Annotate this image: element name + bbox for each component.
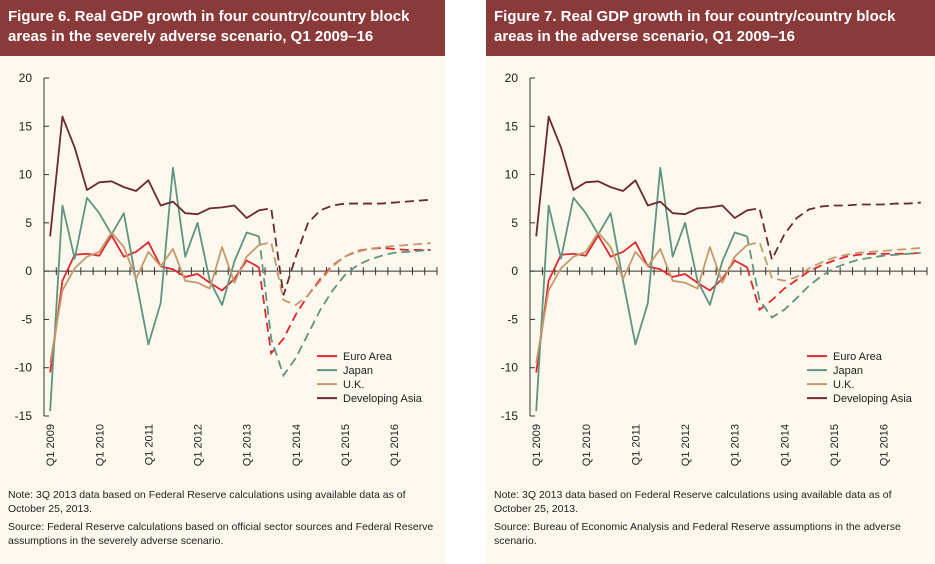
x-tick-label: Q1 2012 [680,424,692,466]
y-tick-label: -5 [507,312,518,326]
figure-title: Figure 7. Real GDP growth in four countr… [486,0,935,56]
figure-notes: Note: 3Q 2013 data based on Federal Rese… [494,488,929,552]
x-tick-label: Q1 2011 [630,424,642,465]
series-developing-asia-history-line [49,115,260,237]
x-tick-label: Q1 2012 [193,424,205,466]
series-developing-asia-projection-line [258,198,431,296]
series-euro-area-projection-line [258,247,431,356]
legend-label: Developing Asia [343,393,423,405]
chart-figure-6: 20 15 10 5 0 -5 -10 -15 Q1 2009 Q1 2010 Q1 2011 Q1 … [15,71,438,466]
y-tick-label: 5 [25,216,32,230]
series-developing-asia-history-line [535,115,748,237]
x-tick-label: Q1 2010 [94,424,106,466]
series-developing-asia-projection-line [746,201,921,263]
y-tick-label: 5 [511,216,518,230]
source-text: Source: Bureau of Economic Analysis and … [494,521,901,547]
x-tick-label: Q1 2013 [242,424,254,466]
y-tick-label: 10 [19,168,33,182]
legend-label: U.K. [833,379,854,391]
y-tick-label: 15 [505,119,519,133]
x-tick-label: Q1 2015 [340,424,352,466]
legend-label: Euro Area [343,351,393,363]
series-u-k-history-line [535,231,748,364]
figure-7-panel: Figure 7. Real GDP growth in four countr… [486,0,935,564]
x-tick-label: Q1 2014 [779,424,791,466]
y-tick-label: -5 [21,312,32,326]
series-japan-history-line [49,166,260,412]
figure-notes: Note: 3Q 2013 data based on Federal Rese… [8,488,439,552]
y-tick-label: -15 [501,409,519,423]
x-tick-label: Q1 2011 [143,424,155,465]
y-tick-label: 20 [19,71,33,85]
series-japan-projection-line [746,236,921,319]
y-tick-label: 0 [511,264,518,278]
y-tick-label: -10 [15,361,33,375]
series-u-k-history-line [49,231,260,364]
y-tick-label: 15 [19,119,33,133]
y-tick-label: 20 [505,71,519,85]
series-euro-area-history-line [49,234,260,373]
figure-title: Figure 6. Real GDP growth in four countr… [0,0,445,56]
x-tick-label: Q1 2015 [829,424,841,466]
x-tick-label: Q1 2013 [730,424,742,466]
series-japan-history-line [535,166,748,412]
series-euro-area-history-line [535,234,748,373]
legend-label: Developing Asia [833,393,913,405]
x-tick-label: Q1 2009 [45,424,57,466]
note-text: Note: 3Q 2013 data based on Federal Rese… [8,489,406,515]
y-tick-label: -10 [501,361,519,375]
x-tick-label: Q1 2009 [531,424,543,466]
source-text: Source: Federal Reserve calculations bas… [8,521,434,547]
x-tick-label: Q1 2016 [389,424,401,466]
legend-label: Japan [343,365,373,377]
legend-label: Japan [833,365,863,377]
chart-figure-7: 20 15 10 5 0 -5 -10 -15 Q1 2009 Q1 2010 Q1 2011 Q1 … [501,71,928,466]
legend-label: Euro Area [833,351,883,363]
y-tick-label: 0 [25,264,32,278]
y-tick-label: 10 [505,168,519,182]
y-tick-label: -15 [15,409,33,423]
x-tick-label: Q1 2014 [291,424,303,466]
x-tick-label: Q1 2010 [581,424,593,466]
x-tick-label: Q1 2016 [879,424,891,466]
legend-label: U.K. [343,379,364,391]
series-euro-area-projection-line [746,251,921,312]
figure-6-panel: Figure 6. Real GDP growth in four countr… [0,0,445,564]
note-text: Note: 3Q 2013 data based on Federal Rese… [494,489,892,515]
